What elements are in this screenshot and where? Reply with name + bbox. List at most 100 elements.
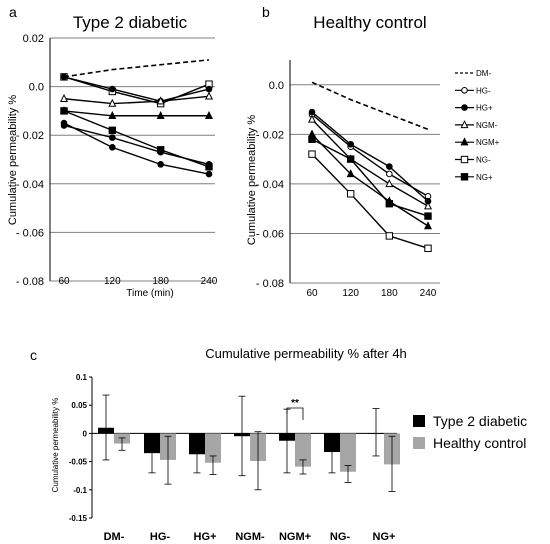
chart-title-c: Cumulative permeability % after 4h <box>205 346 407 361</box>
series-line <box>311 113 429 197</box>
x-tick-label: 120 <box>342 288 359 299</box>
series-line <box>63 122 210 175</box>
x-tick-label: 60 <box>306 288 318 299</box>
data-point <box>108 98 117 107</box>
legend-label: NGM- <box>476 121 498 130</box>
x-tick-label: 240 <box>201 276 218 287</box>
panel-label-b: b <box>262 4 270 20</box>
series-line <box>63 76 210 105</box>
data-point <box>157 161 164 168</box>
data-point <box>60 73 68 81</box>
category-label: NGM- <box>235 531 265 543</box>
data-point <box>347 140 354 148</box>
chart-title-b: Healthy control <box>313 13 426 32</box>
legend-swatch <box>413 415 425 427</box>
y-axis-label-a: Cumulative permeability % <box>7 95 19 225</box>
y-tick-label: -0.15 <box>69 514 88 523</box>
bar <box>340 433 356 472</box>
bar <box>295 433 311 467</box>
data-point <box>386 170 393 178</box>
y-tick-label: - 0.08 <box>16 276 44 288</box>
data-point <box>386 163 393 170</box>
data-point <box>308 108 316 116</box>
data-point <box>59 93 69 102</box>
x-tick-label: 180 <box>381 288 398 299</box>
legend-label: Type 2 diabetic <box>433 413 527 429</box>
chart-panel-b: Healthy control Cumulative permeability … <box>246 13 500 299</box>
data-point <box>423 221 433 230</box>
y-axis-label-b: Cumulative permeability % <box>246 115 258 245</box>
chart-panel-a: Type 2 diabetic Cumulative permeability … <box>7 13 218 299</box>
y-tick-label: -0.1 <box>73 486 87 495</box>
data-point <box>156 110 165 119</box>
series-line <box>311 133 429 227</box>
y-tick-label: - 0.02 <box>256 129 284 141</box>
legend-marker <box>460 173 469 181</box>
panel-label-a: a <box>9 4 17 20</box>
y-tick-label: - 0.08 <box>256 278 284 290</box>
data-point <box>346 190 355 198</box>
y-tick-label: -0.05 <box>69 458 88 467</box>
y-tick-label: - 0.04 <box>16 179 44 191</box>
x-tick-label: 240 <box>420 288 437 299</box>
legend-label: NG- <box>476 156 491 165</box>
data-point <box>308 150 316 158</box>
y-tick-label: 0.1 <box>76 373 88 382</box>
series-line <box>63 95 210 105</box>
data-point <box>108 110 117 119</box>
legend-marker <box>461 87 468 94</box>
data-point <box>346 169 355 178</box>
data-point <box>108 126 117 135</box>
y-tick-label: 0.0 <box>269 80 284 92</box>
bar <box>205 433 221 463</box>
data-point <box>205 161 213 168</box>
x-tick-label: 60 <box>58 276 70 287</box>
data-point <box>204 110 214 119</box>
data-point <box>156 96 165 105</box>
data-point <box>308 135 316 143</box>
legend-label: Healthy control <box>433 435 526 451</box>
series-line <box>63 110 209 117</box>
y-axis-label-c: Cumulative permeability % <box>51 398 60 493</box>
category-label: HG- <box>150 531 171 543</box>
data-point <box>60 122 68 129</box>
category-label: NG+ <box>373 531 396 543</box>
y-tick-label: 0.02 <box>23 33 44 45</box>
y-tick-label: - 0.06 <box>256 228 284 240</box>
legend-label: DM- <box>476 69 491 78</box>
data-point <box>109 134 116 141</box>
y-tick-label: 0.05 <box>71 401 87 410</box>
panel-label-c: c <box>30 347 37 363</box>
series-line <box>63 124 210 166</box>
data-point <box>385 200 394 208</box>
legend-label: NGM+ <box>476 138 500 147</box>
series-line <box>311 153 429 249</box>
data-point <box>346 155 355 163</box>
data-point <box>205 170 213 178</box>
category-label: NGM+ <box>279 531 311 543</box>
x-axis-label-a: Time (min) <box>126 288 173 299</box>
y-tick-label: - 0.04 <box>256 179 284 191</box>
y-tick-label: - 0.02 <box>16 130 44 142</box>
chart-title-a: Type 2 diabetic <box>73 13 188 32</box>
y-tick-label: 0 <box>83 429 88 438</box>
data-point <box>424 212 432 220</box>
data-point <box>109 85 116 93</box>
data-point <box>424 244 432 253</box>
legend-label: NG+ <box>476 173 493 182</box>
series-line <box>311 138 429 217</box>
x-tick-label: 120 <box>104 276 121 287</box>
legend-marker <box>460 120 469 129</box>
data-point <box>423 201 433 210</box>
significance-marker: ** <box>291 398 299 409</box>
x-tick-label: 180 <box>152 276 169 287</box>
legend-marker <box>460 155 469 164</box>
series-line <box>311 118 429 207</box>
series-line <box>63 76 210 102</box>
data-point <box>205 85 213 93</box>
legend-marker <box>461 104 468 111</box>
series-line <box>63 59 210 78</box>
series-line <box>311 111 429 202</box>
significance-bracket <box>286 407 304 421</box>
category-label: HG+ <box>194 531 217 543</box>
